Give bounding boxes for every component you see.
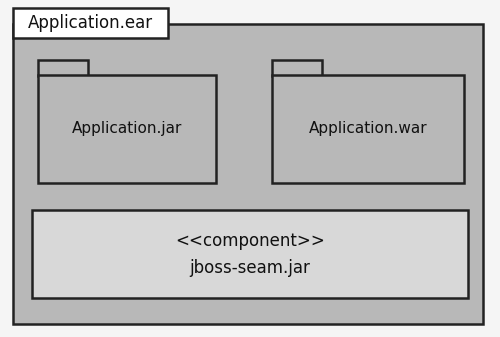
Bar — [32, 210, 468, 298]
Text: Application.ear: Application.ear — [28, 14, 153, 32]
Bar — [13, 24, 483, 324]
Bar — [272, 60, 322, 76]
Text: jboss-seam.jar: jboss-seam.jar — [190, 259, 310, 277]
Bar — [272, 75, 464, 183]
Text: <<component>>: <<component>> — [175, 232, 325, 250]
Bar — [15, 24, 166, 27]
Text: Application.war: Application.war — [308, 122, 428, 136]
Bar — [13, 8, 168, 38]
Bar — [38, 60, 88, 76]
Text: Application.jar: Application.jar — [72, 122, 182, 136]
Bar — [38, 75, 216, 183]
